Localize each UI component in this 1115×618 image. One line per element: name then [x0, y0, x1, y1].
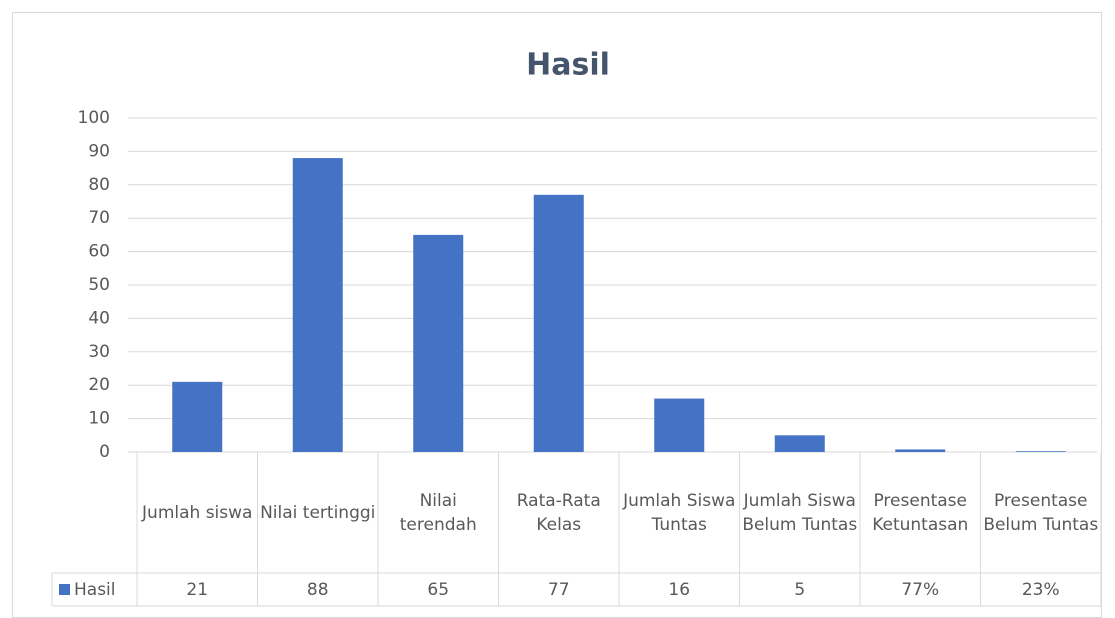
y-tick-label: 0 — [99, 442, 110, 462]
chart-title: Hasil — [526, 48, 610, 83]
y-tick-label: 40 — [88, 308, 110, 328]
data-label: 5 — [794, 579, 806, 600]
data-label: 77% — [901, 579, 940, 600]
y-tick-label: 60 — [88, 242, 110, 262]
data-label: 77 — [547, 579, 570, 600]
bar — [1015, 451, 1066, 452]
y-tick-label: 100 — [78, 108, 110, 128]
category-label: Jumlah Siswa Belum Tuntas — [742, 490, 858, 535]
y-tick-label: 20 — [88, 375, 110, 395]
y-tick-label: 90 — [88, 141, 110, 161]
category-label: Jumlah Siswa Tuntas — [623, 490, 736, 535]
legend-swatch — [59, 584, 70, 595]
category-label: Jumlah siswa — [142, 502, 253, 523]
y-tick-label: 30 — [88, 342, 110, 362]
bar — [654, 398, 705, 452]
y-tick-label: 50 — [88, 275, 110, 295]
category-label: Rata-Rata Kelas — [516, 490, 601, 535]
bar — [413, 234, 464, 452]
data-label: 88 — [306, 579, 329, 600]
data-label: 23% — [1021, 579, 1060, 600]
category-label: Nilai tertinggi — [260, 502, 376, 523]
bar — [895, 449, 946, 452]
data-label: 21 — [186, 579, 209, 600]
bar — [172, 381, 223, 452]
data-label: 16 — [668, 579, 691, 600]
legend-label: Hasil — [74, 580, 116, 600]
category-label: Presentase Ketuntasan — [872, 490, 969, 535]
data-label: 65 — [427, 579, 450, 600]
bar — [533, 194, 584, 452]
y-tick-label: 80 — [88, 175, 110, 195]
y-tick-label: 10 — [88, 409, 110, 429]
category-label: Nilai terendah — [399, 490, 477, 535]
y-tick-label: 70 — [88, 208, 110, 228]
category-label: Presentase Belum Tuntas — [983, 490, 1099, 535]
bar — [774, 435, 825, 452]
bar — [292, 158, 343, 452]
